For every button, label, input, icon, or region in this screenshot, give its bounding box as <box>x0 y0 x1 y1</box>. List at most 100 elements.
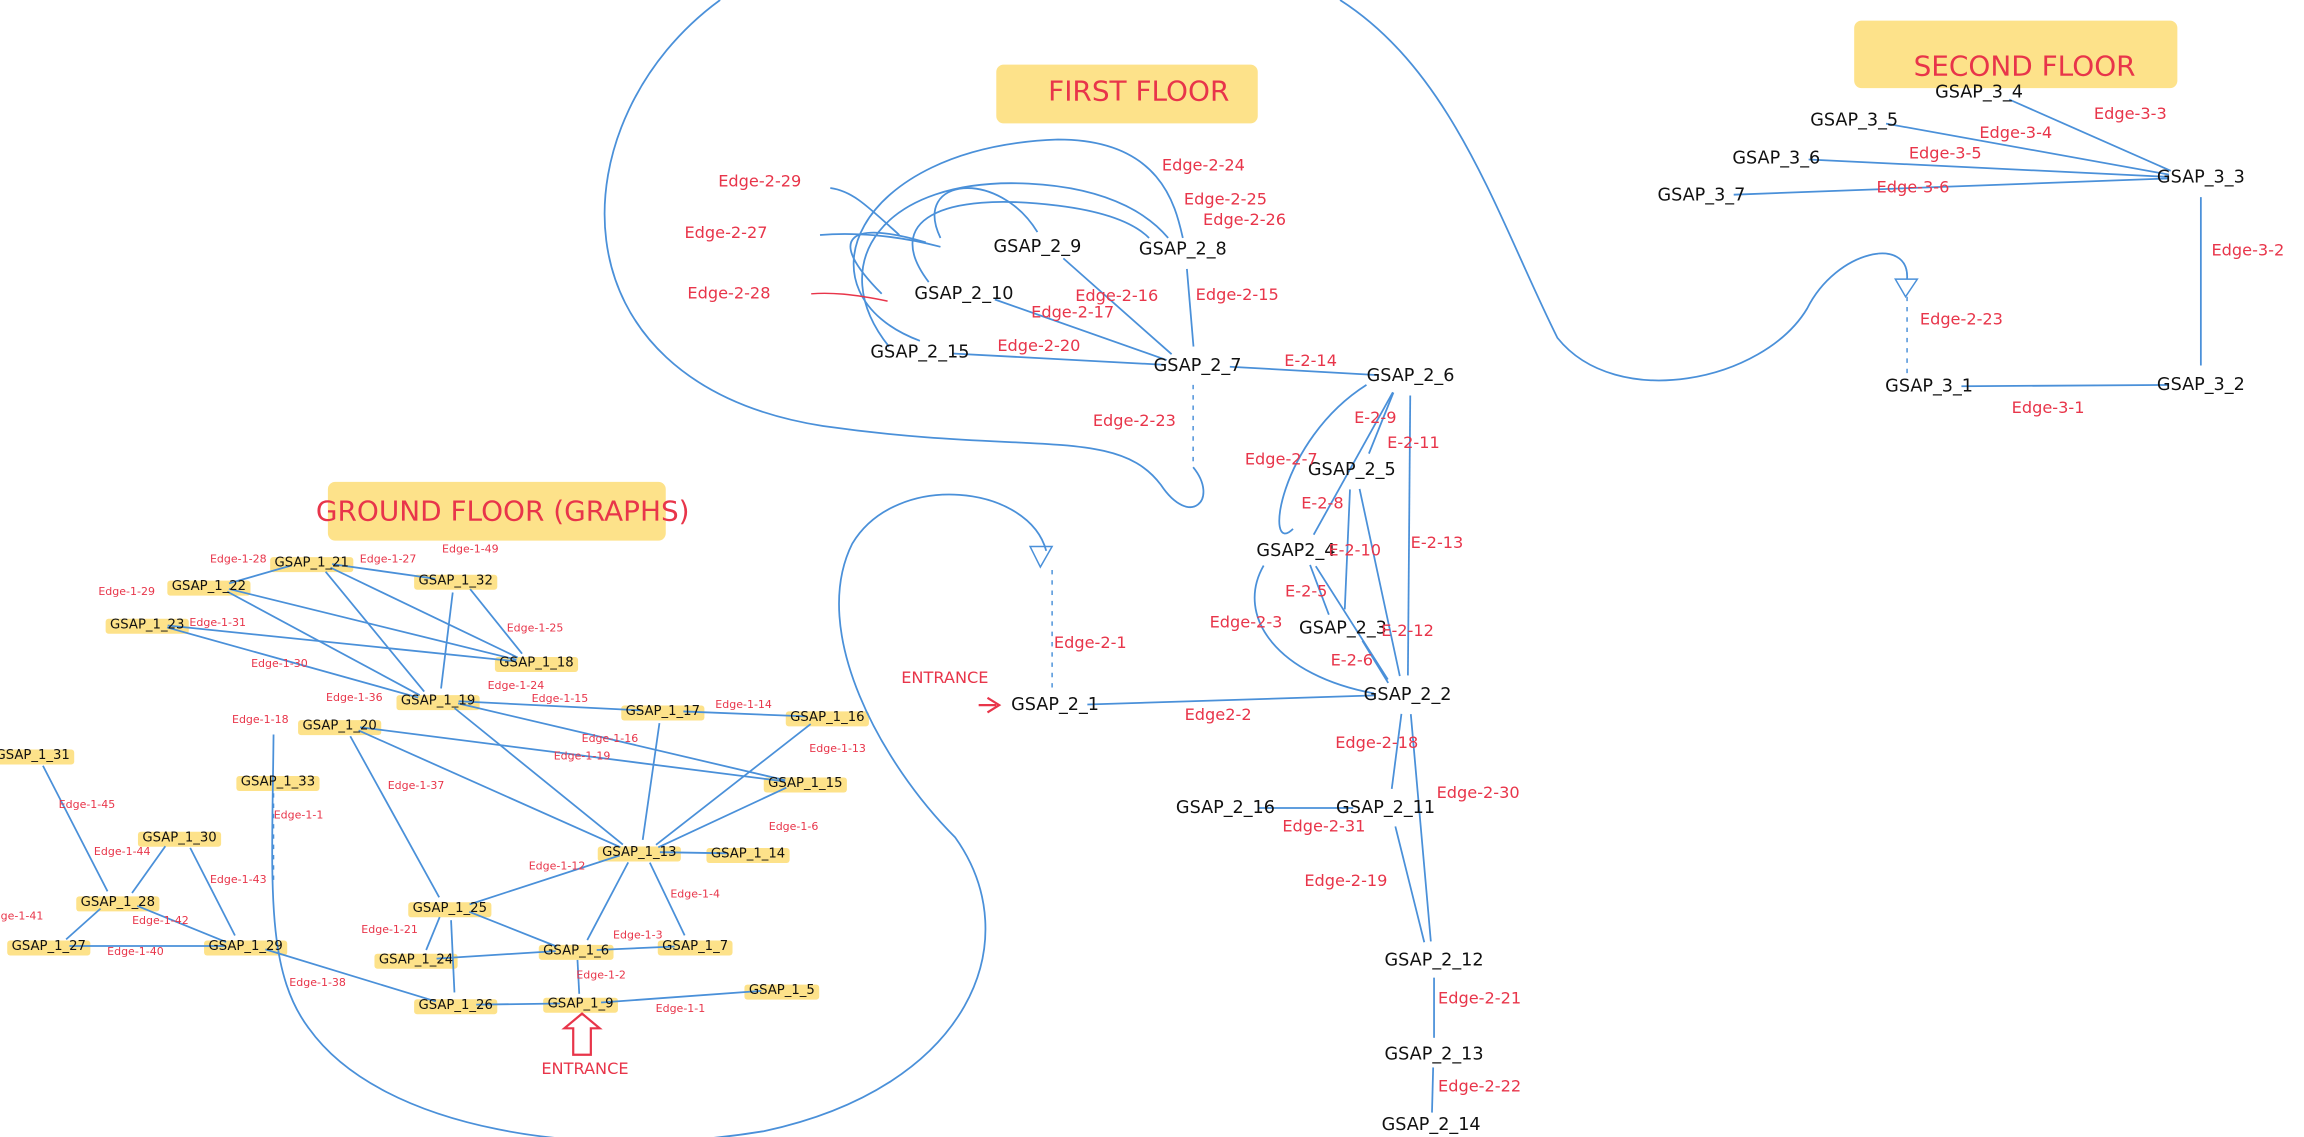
edge-label: E-2-10 <box>1328 540 1381 559</box>
edge <box>458 700 643 712</box>
edge-label: Edge-2-22 <box>1438 1077 1521 1096</box>
edge-label: Edge-1-31 <box>189 616 246 629</box>
curved-edge <box>852 138 1184 342</box>
edge <box>952 352 1166 366</box>
node-highlight <box>657 940 733 956</box>
node-label: GSAP_3_2 <box>2157 375 2245 395</box>
edge <box>440 592 454 689</box>
node-label: GSAP2_4 <box>1256 541 1335 561</box>
edge-label: Edge-2-1 <box>1054 633 1127 652</box>
edges <box>42 98 2202 1113</box>
node-highlight <box>105 618 189 634</box>
edge <box>994 298 1167 361</box>
node-highlight <box>543 997 618 1013</box>
node-label: GSAP_2_12 <box>1385 951 1484 971</box>
edge-label: Edge-2-23 <box>1093 411 1176 430</box>
edge-label: Edge-2-23 <box>1920 310 2003 329</box>
curved-edge <box>861 182 1169 348</box>
edge-label: E-2-13 <box>1411 533 1464 552</box>
edge <box>657 786 787 849</box>
edge-label: Edge-2-19 <box>1304 871 1387 890</box>
node-label: GSAP_2_16 <box>1176 798 1275 818</box>
node-label: GSAP_1_31 <box>0 748 70 763</box>
edge <box>226 590 421 696</box>
node-label: GSAP_2_9 <box>993 237 1081 257</box>
node-label: GSAP_1_28 <box>81 895 155 910</box>
stair-path <box>1339 0 1908 382</box>
node-label: GSAP_1_9 <box>548 996 614 1011</box>
edge-label: Edge-2-25 <box>1184 189 1267 208</box>
node-label: GSAP_1_26 <box>419 998 493 1013</box>
edge-label: Edge-2-3 <box>1210 612 1283 631</box>
entrance-label: ENTRANCE <box>541 1059 628 1078</box>
edge-label: Edge-2-24 <box>1162 155 1245 174</box>
edge-label: Edge-1-37 <box>388 779 445 792</box>
edge <box>136 905 227 943</box>
edge <box>1409 714 1432 942</box>
edge <box>1358 488 1401 677</box>
edge-label: E-2-12 <box>1381 621 1434 640</box>
node-label: GSAP_1_16 <box>790 710 864 725</box>
edge <box>476 1002 561 1006</box>
highlights <box>0 20 2178 1015</box>
edge-label: Edge-1-44 <box>94 845 151 858</box>
node-label: GSAP_1_15 <box>768 776 842 791</box>
stair-path <box>603 0 1205 508</box>
node-highlight <box>408 902 492 918</box>
curved-edge <box>1278 384 1367 535</box>
edge-label: Edge-1-24 <box>488 679 545 692</box>
edge-label: Edge-1-38 <box>289 976 346 989</box>
edge-label: Edge-1-30 <box>251 657 308 670</box>
edge <box>576 959 581 994</box>
edge-label: Edge-3-2 <box>2211 241 2284 260</box>
edge <box>42 765 109 892</box>
node-highlight <box>744 984 820 1000</box>
node-label: GSAP_2_3 <box>1299 619 1387 639</box>
node-label: GSAP_1_6 <box>543 943 609 958</box>
edge <box>1431 1067 1435 1113</box>
edge <box>131 845 167 894</box>
node-highlight <box>137 831 222 847</box>
node-highlight <box>785 711 869 727</box>
edge <box>324 571 425 693</box>
title-highlight <box>996 64 1258 124</box>
edge-label: Edge-1-25 <box>507 622 564 635</box>
loops <box>271 0 1919 1137</box>
edge <box>641 723 661 840</box>
edge-label: Edge-2-20 <box>997 336 1080 355</box>
node-label: GSAP_1_24 <box>379 952 453 967</box>
node-label: GSAP_1_19 <box>401 694 475 709</box>
stair-path <box>271 493 1048 1137</box>
edge-label: Edge-3-4 <box>1979 123 2052 142</box>
edge-label: Edge-1-36 <box>326 691 383 704</box>
node-label: GSAP_1_7 <box>662 939 728 954</box>
entrance-arrow <box>978 696 1002 714</box>
edge-label: Edge-1-3 <box>613 929 663 942</box>
edge <box>1368 392 1395 454</box>
node-label: GSAP_1_5 <box>749 983 815 998</box>
edge <box>358 729 621 849</box>
edge-label: Edge-1-19 <box>554 750 611 763</box>
edge-label: E-2-11 <box>1387 433 1440 452</box>
node-label: GSAP_1_25 <box>413 901 487 916</box>
node-label: GSAP_3_5 <box>1810 110 1898 130</box>
arrowhead <box>1894 278 1919 299</box>
edge <box>468 910 557 948</box>
edge-label: Edge-1-12 <box>529 860 586 873</box>
entrance-arrow <box>561 1012 603 1056</box>
arrowhead <box>1028 545 1054 569</box>
edge <box>586 861 629 941</box>
edge <box>189 847 236 936</box>
curved-edge <box>849 231 927 295</box>
edge <box>166 626 419 699</box>
node-highlight <box>597 846 681 862</box>
edge-label: E-2-6 <box>1331 651 1373 670</box>
node-label: GSAP_2_10 <box>914 284 1013 304</box>
edge-label: Edge-2-28 <box>687 283 770 302</box>
edge-label: Edge-1-13 <box>809 742 866 755</box>
edge <box>1961 384 2169 388</box>
edge-label: Edge-1-40 <box>107 945 164 958</box>
edge <box>649 862 686 936</box>
node-label: GSAP_2_6 <box>1367 366 1455 386</box>
edge <box>1312 391 1394 536</box>
